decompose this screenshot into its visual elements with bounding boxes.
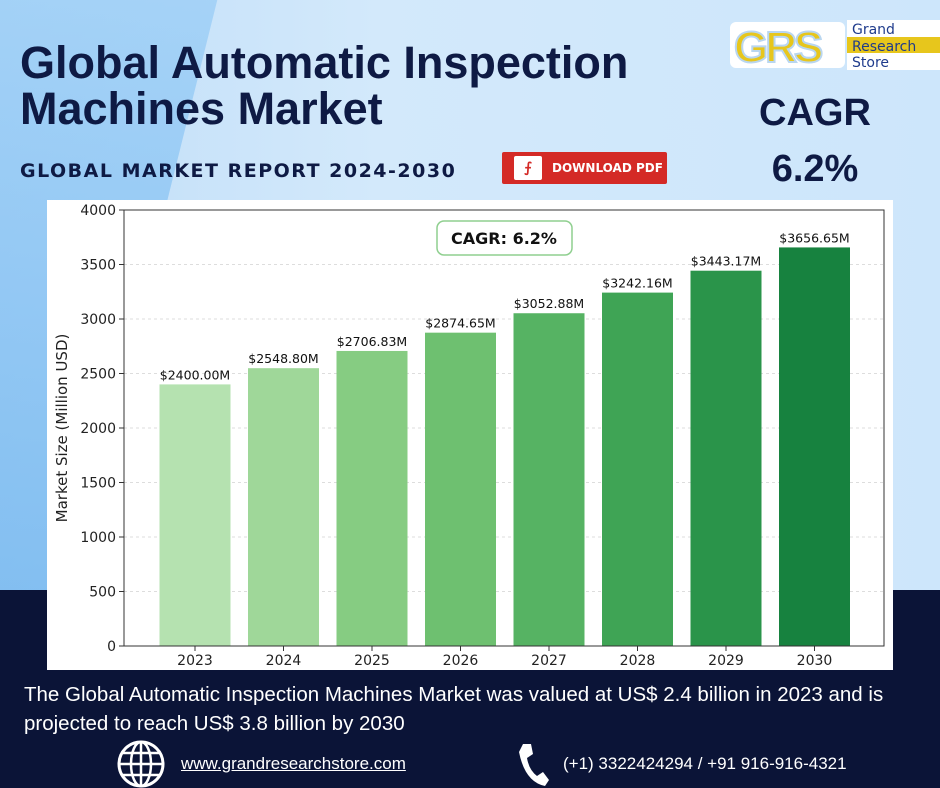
bar-chart: $2400.00M $2548.80M $2706.83M $2874.65M $305…: [53, 203, 885, 669]
y-tick-label: 4000: [80, 203, 116, 219]
bar-2030: [779, 247, 850, 646]
y-axis-label: Market Size (Million USD): [53, 334, 71, 523]
svg-text:Store: Store: [852, 55, 889, 70]
bar-2026: [425, 332, 496, 646]
data-label: $3242.16M: [602, 276, 672, 291]
title-line-2: Machines Market: [20, 83, 383, 134]
data-label: $2548.80M: [248, 351, 318, 366]
bar-2028: [602, 292, 673, 646]
cagr-annotation-box: [436, 220, 573, 256]
y-tick-label: 0: [107, 639, 116, 655]
x-tick-label: 2027: [531, 653, 567, 669]
svg-text:Research: Research: [852, 39, 916, 55]
pdf-icon: ⨍: [514, 156, 542, 180]
data-label: $2706.83M: [337, 334, 407, 349]
y-tick-label: 3000: [80, 312, 116, 328]
page-title: Global Automatic Inspection Machines Mar…: [20, 40, 628, 132]
y-tick-label: 2500: [80, 367, 116, 383]
bar-2023: [159, 384, 231, 646]
y-tick-label: 2000: [80, 421, 116, 437]
bar-2029: [690, 270, 762, 646]
x-tick-label: 2023: [177, 653, 213, 669]
data-label: $2874.65M: [425, 316, 495, 331]
x-tick-label: 2025: [354, 653, 390, 669]
phone-number: (+1) 3322424294 / +91 916-916-4321: [563, 754, 847, 773]
phone-icon: [519, 744, 549, 786]
plot-frame: [123, 209, 885, 647]
bar-2027: [513, 313, 585, 646]
y-tick-label: 500: [89, 585, 116, 601]
globe-icon: [117, 740, 165, 788]
data-label: $2400.00M: [160, 367, 230, 382]
market-description: The Global Automatic Inspection Machines…: [24, 683, 884, 735]
report-subtitle: GLOBAL MARKET REPORT 2024-2030: [20, 160, 457, 182]
cagr-label: CAGR: [759, 92, 871, 134]
data-label: $3443.17M: [691, 254, 761, 269]
website-link[interactable]: www.grandresearchstore.com: [181, 754, 406, 773]
cagr-annotation: CAGR: 6.2%: [451, 229, 557, 248]
y-tick-label: 1000: [80, 530, 116, 546]
data-label: $3052.88M: [514, 296, 584, 311]
y-tick-label: 3500: [80, 258, 116, 274]
x-tick-label: 2029: [708, 653, 744, 669]
x-tick-label: 2026: [443, 653, 479, 669]
svg-text:GRS: GRS: [734, 23, 822, 70]
x-tick-label: 2030: [797, 653, 833, 669]
bar-2025: [336, 350, 408, 646]
y-tick-label: 1500: [80, 476, 116, 492]
grs-logo: GRS Grand Research Store: [730, 20, 940, 70]
title-line-1: Global Automatic Inspection: [20, 37, 629, 88]
x-tick-label: 2024: [266, 653, 302, 669]
chart-panel: $2400.00M $2548.80M $2706.83M $2874.65M $305…: [47, 200, 893, 670]
download-pdf-button[interactable]: ⨍ DOWNLOAD PDF: [502, 152, 667, 184]
bar-2024: [248, 368, 319, 646]
download-label: DOWNLOAD PDF: [552, 161, 663, 175]
svg-text:Grand: Grand: [852, 22, 895, 38]
x-tick-label: 2028: [620, 653, 656, 669]
cagr-value: 6.2%: [771, 148, 859, 190]
data-label: $3656.65M: [779, 230, 849, 245]
